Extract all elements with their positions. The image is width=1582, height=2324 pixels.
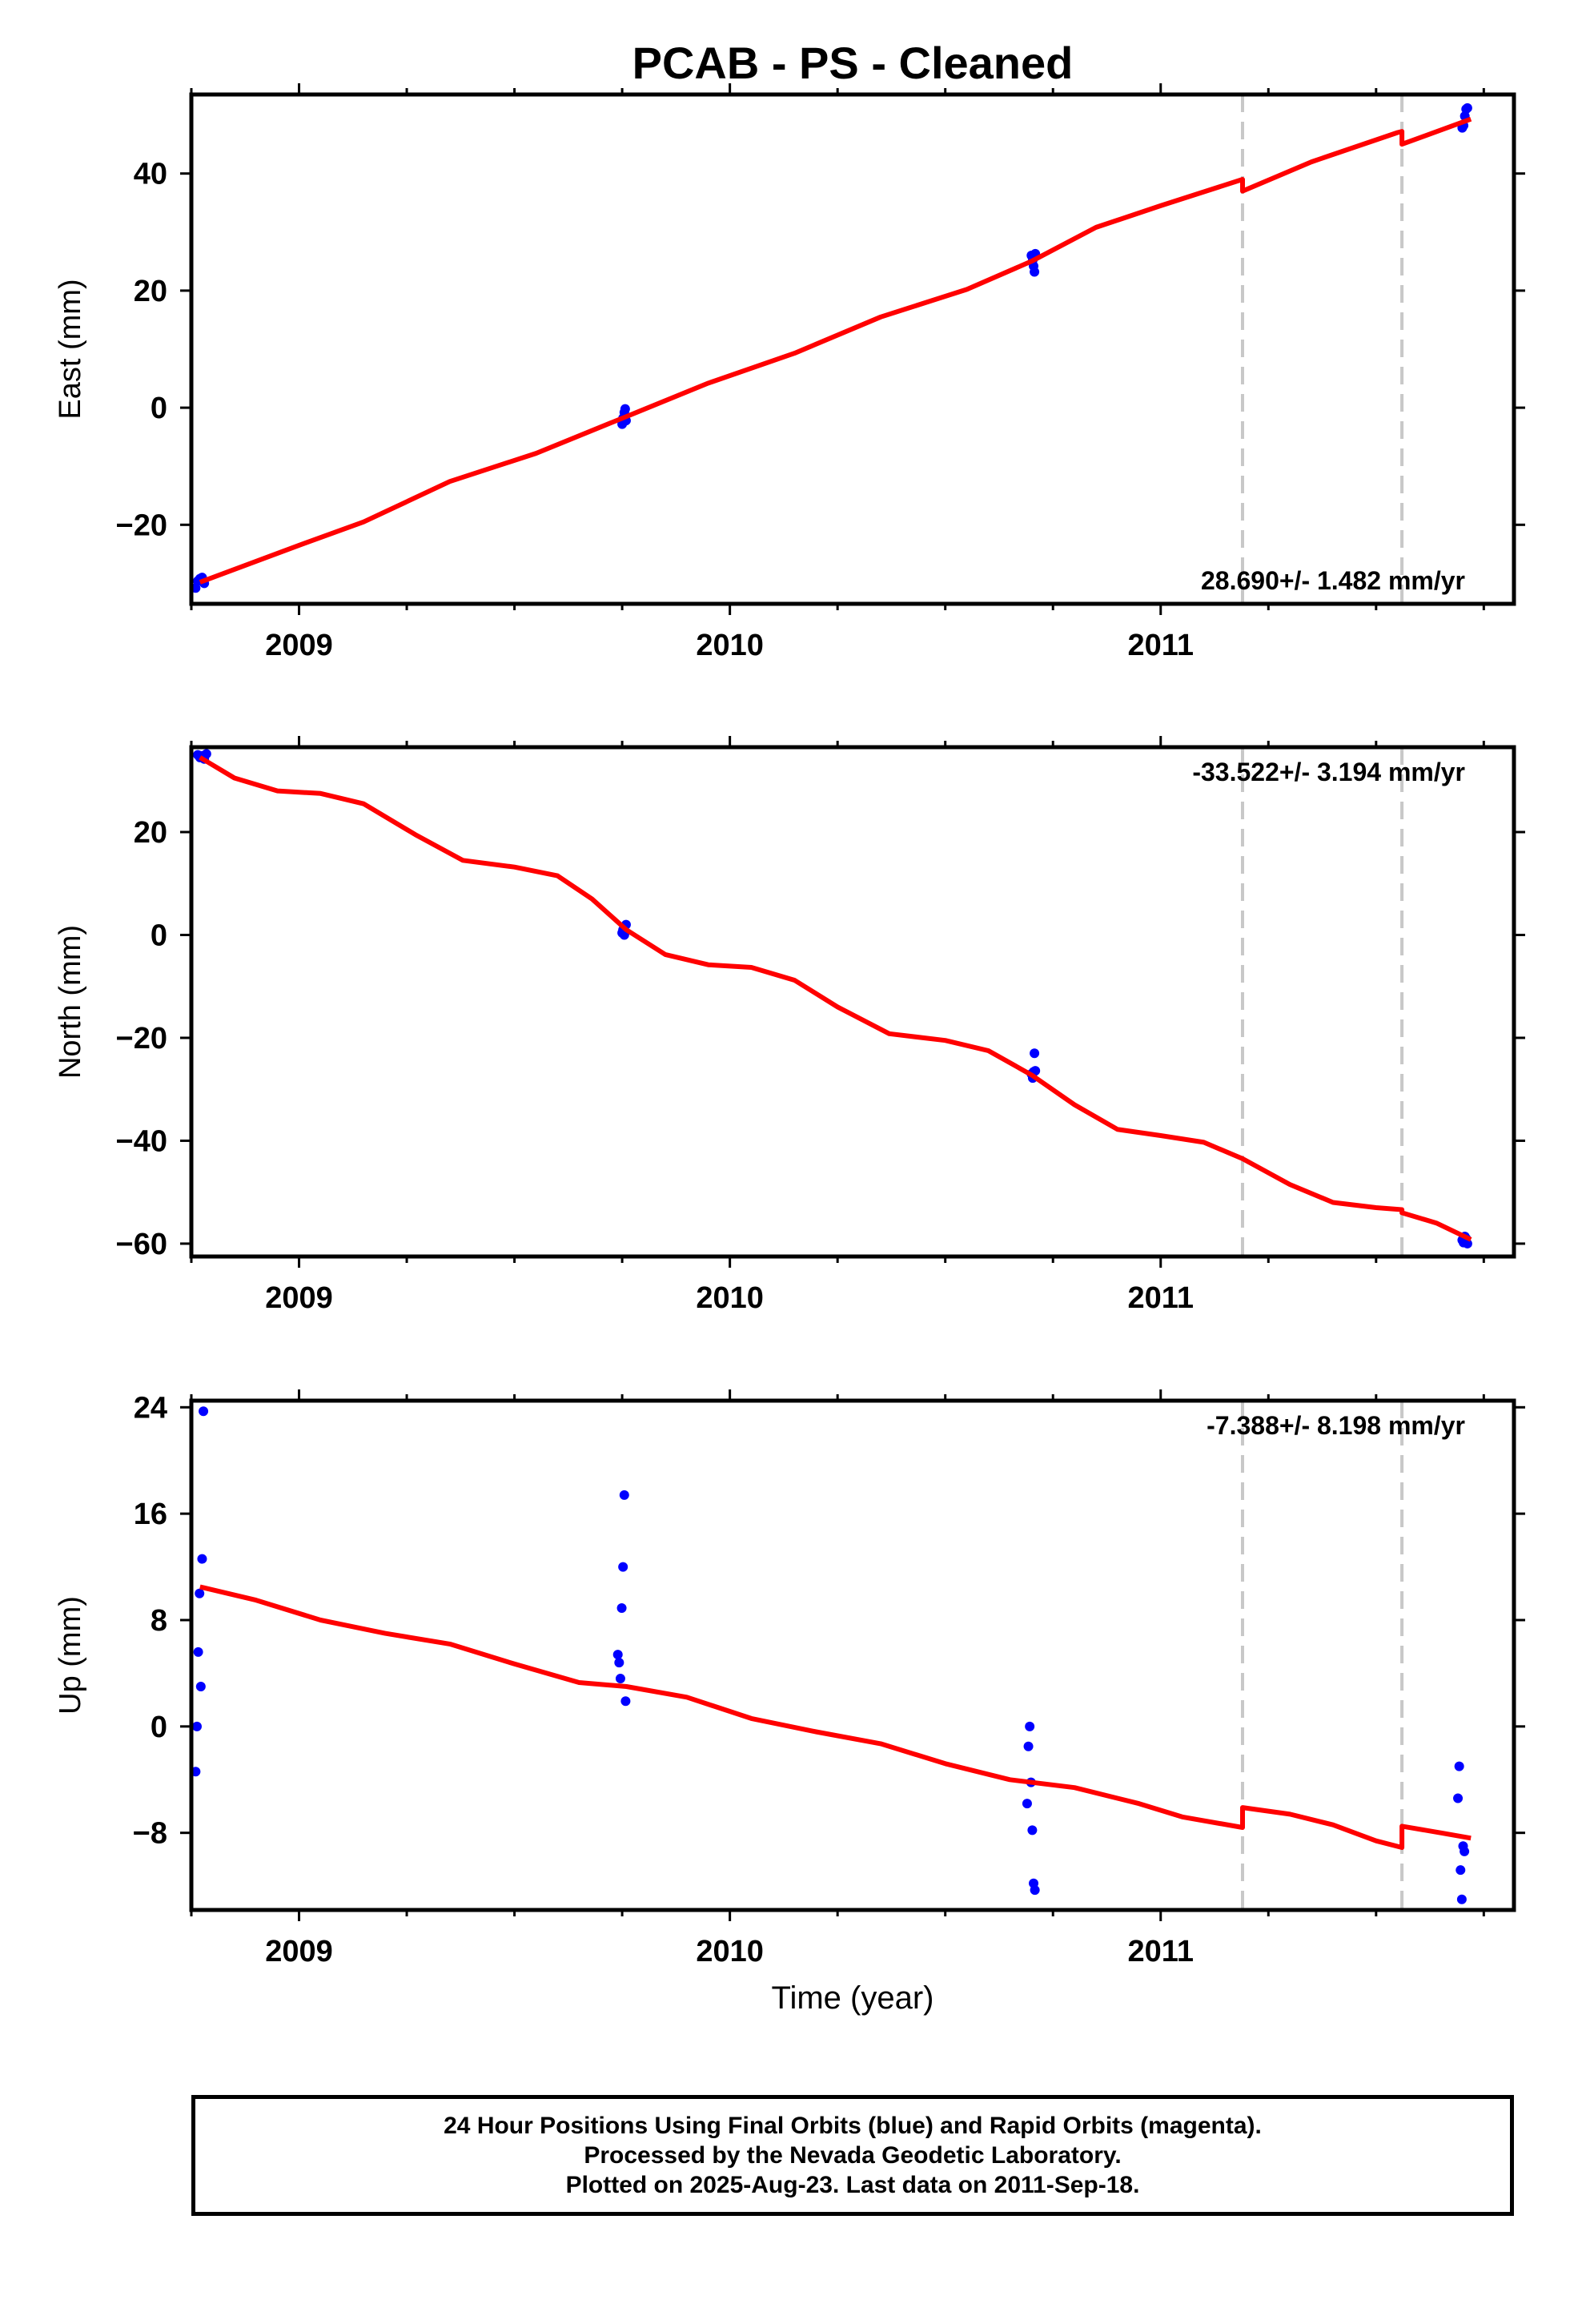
up-data-point [619,1490,629,1500]
up-data-point [1460,1846,1470,1856]
up-data-point [614,1658,624,1668]
up-data-point [1025,1721,1035,1731]
up-data-point [195,1682,206,1692]
up-y-tick-label: 24 [134,1391,167,1425]
north-y-tick-label: −40 [116,1124,167,1158]
north-x-tick-label: 2011 [1128,1281,1194,1315]
east-x-tick-label: 2011 [1128,629,1194,662]
north-y-axis-title: North (mm) [54,925,87,1079]
up-x-tick-label: 2009 [265,1935,333,1968]
east-plot-frame [189,92,1516,606]
up-data-point [191,1721,202,1731]
north-y-tick-label: 20 [134,816,167,850]
footer-info-box: 24 Hour Positions Using Final Orbits (bl… [191,2095,1514,2216]
north-panel: 2009 2010 2011 −60 −40 −20 0 20 North (mm) -33.52… [54,736,1525,1315]
up-data-point [193,1647,203,1657]
up-data-point [1027,1825,1038,1835]
east-data-point [1462,103,1472,113]
up-y-tick-label: −8 [133,1817,167,1851]
up-plot-frame [189,1398,1516,1912]
east-y-tick-label: 40 [134,158,167,191]
up-panel: 2009 2010 2011 −8 0 8 16 24 Up (mm) -7.388+/- 8.1… [54,1389,1525,1968]
up-data-point [1030,1885,1040,1896]
north-plot-frame [189,745,1516,1259]
up-x-tick-label: 2011 [1128,1935,1194,1968]
east-y-tick-label: −20 [116,509,167,542]
up-data-point [1022,1799,1032,1809]
footer-line-1: 24 Hour Positions Using Final Orbits (bl… [444,2113,1262,2139]
east-model-line [199,116,1472,585]
north-rate-label: -33.522+/- 3.194 mm/yr [1192,758,1465,786]
east-y-tick-label: 0 [151,392,167,425]
east-panel: 2009 2010 2011 −20 0 20 40 East (mm) 28.690+/- 1… [54,83,1525,662]
east-y-axis-title: East (mm) [54,279,87,419]
east-x-tick-label: 2009 [265,629,333,662]
up-y-axis-title: Up (mm) [54,1596,87,1715]
up-data-point [620,1696,631,1707]
north-x-tick-label: 2009 [265,1281,333,1315]
up-data-point [197,1554,207,1564]
up-data-point [1456,1894,1467,1904]
east-x-tick-label: 2010 [696,629,764,662]
east-data-point [620,404,630,414]
up-data-point [199,1406,209,1417]
up-data-point [618,1562,628,1572]
east-rate-label: 28.690+/- 1.482 mm/yr [1201,566,1465,595]
up-data-point [1453,1793,1464,1803]
north-data-point [201,749,211,759]
up-y-tick-label: 16 [134,1498,167,1531]
north-y-tick-label: 0 [151,919,167,952]
up-y-tick-label: 0 [151,1711,167,1744]
up-data-point [615,1674,625,1684]
east-data-point [1030,267,1040,277]
up-x-tick-label: 2010 [696,1935,764,1968]
up-data-point [1454,1761,1464,1771]
up-data-point [616,1603,627,1614]
footer-line-2: Processed by the Nevada Geodetic Laborat… [584,2142,1122,2169]
up-model-line [199,1584,1472,1850]
x-axis-title: Time (year) [772,1980,934,2016]
up-data-point [612,1650,623,1660]
footer-line-3: Plotted on 2025-Aug-23. Last data on 201… [565,2172,1140,2198]
north-y-tick-label: −60 [116,1228,167,1261]
east-y-tick-label: 20 [134,275,167,308]
up-data-point [1023,1741,1034,1751]
north-y-tick-label: −20 [116,1022,167,1055]
north-model-line [199,755,1472,1242]
up-rate-label: -7.388+/- 8.198 mm/yr [1207,1411,1465,1440]
chart-title: PCAB - PS - Cleaned [632,38,1074,88]
north-data-point [1030,1048,1040,1059]
up-data-point [1456,1865,1466,1876]
up-data-point [195,1588,205,1598]
north-x-tick-label: 2010 [696,1281,764,1315]
up-y-tick-label: 8 [151,1604,167,1638]
